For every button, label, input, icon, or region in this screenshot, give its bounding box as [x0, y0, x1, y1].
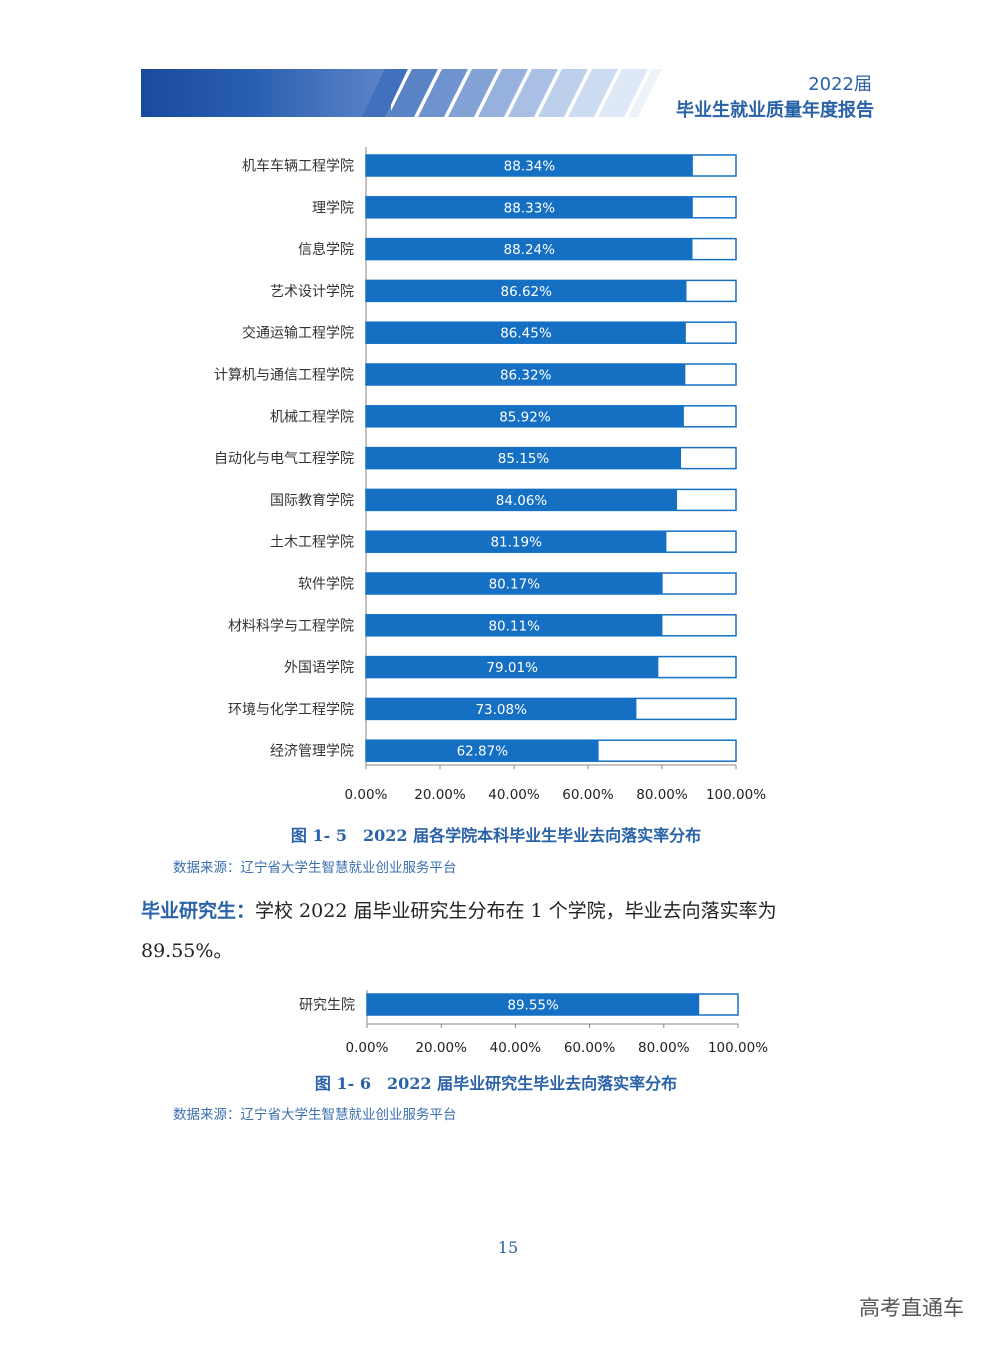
category-label: 软件学院: [298, 577, 354, 593]
graduate-placement-chart: 89.55% 研究生院 0.00% 20.00% 40.00% 60.00% 80.00% 1…: [299, 990, 768, 1056]
chart2-source: 数据来源：辽宁省大学生智慧就业创业服务平台: [173, 1107, 457, 1123]
bar-value-label: 84.06%: [496, 493, 548, 509]
bar-value-label: 80.11%: [488, 618, 540, 634]
chart1-caption: 图 1- 5 2022 届各学院本科毕业生毕业去向落实率分布: [290, 826, 702, 845]
bar: [367, 994, 700, 1015]
category-label: 理学院: [312, 200, 354, 216]
bar: [366, 447, 682, 469]
bar-value-label: 88.34%: [504, 159, 556, 175]
bar: [366, 155, 693, 176]
bar: [366, 740, 599, 762]
category-label: 艺术设计学院: [270, 284, 354, 300]
bar-value-label: 80.17%: [489, 577, 541, 593]
paragraph-text: 学校 2022 届毕业研究生分布在 1 个学院，毕业去向落实率为 89.55%。: [141, 900, 777, 962]
page-number: 15: [497, 1238, 519, 1257]
bar: [366, 322, 686, 344]
bar-value-label: 62.87%: [457, 744, 509, 760]
bar: [366, 531, 667, 553]
category-label: 机械工程学院: [270, 409, 354, 425]
report-title: 毕业生就业质量年度报告: [676, 100, 874, 121]
x-tick-label: 40.00%: [488, 787, 540, 803]
bar: [366, 573, 663, 594]
x-tick-label: 0.00%: [346, 1040, 389, 1056]
bar: [366, 698, 637, 720]
bar: [366, 364, 686, 385]
bar: [366, 196, 693, 218]
x-tick-label: 60.00%: [562, 787, 614, 803]
bar: [366, 656, 659, 678]
bar-value-label: 85.15%: [498, 451, 550, 467]
header-banner: [141, 69, 662, 117]
x-tick-label: 20.00%: [414, 787, 466, 803]
x-tick-label: 100.00%: [708, 1040, 768, 1056]
category-label: 交通运输工程学院: [242, 325, 354, 342]
bar-value-label: 73.08%: [475, 702, 527, 718]
bar: [366, 280, 687, 302]
bar: [366, 614, 663, 636]
x-tick-label: 40.00%: [490, 1040, 542, 1056]
bar: [366, 405, 684, 427]
bar-value-label: 85.92%: [499, 409, 551, 425]
report-year: 2022届: [808, 74, 872, 95]
category-label: 自动化与电气工程学院: [214, 451, 354, 467]
category-label: 外国语学院: [284, 660, 354, 676]
x-tick-label: 80.00%: [638, 1040, 690, 1056]
category-label: 土木工程学院: [270, 535, 354, 551]
category-label: 经济管理学院: [270, 744, 354, 760]
bar-value-label: 88.24%: [504, 242, 556, 258]
category-label: 信息学院: [298, 241, 354, 258]
category-label: 机车车辆工程学院: [242, 158, 354, 175]
bar-value-label: 86.45%: [500, 326, 552, 342]
category-label: 计算机与通信工程学院: [214, 368, 354, 384]
watermark: 高考直通车: [859, 1296, 964, 1320]
category-label: 国际教育学院: [270, 493, 354, 509]
chart2-caption: 图 1- 6 2022 届毕业研究生毕业去向落实率分布: [314, 1074, 678, 1093]
bar: [366, 489, 678, 511]
x-tick-label: 80.00%: [636, 787, 688, 803]
college-placement-chart: 88.34% 机车车辆工程学院 88.33% 理学院 88.24% 信息学院 86.62% 艺…: [214, 147, 766, 803]
bar-value-label: 86.32%: [500, 368, 552, 384]
bar: [366, 238, 693, 260]
category-label: 研究生院: [299, 998, 355, 1014]
x-tick-label: 100.00%: [706, 787, 766, 803]
graduate-paragraph: 毕业研究生：学校 2022 届毕业研究生分布在 1 个学院，毕业去向落实率为 8…: [141, 891, 861, 971]
bar-value-label: 88.33%: [504, 200, 556, 216]
bar-value-label: 81.19%: [490, 535, 542, 551]
bar-value-label: 79.01%: [486, 660, 538, 676]
category-label: 材料科学与工程学院: [228, 618, 354, 634]
category-label: 环境与化学工程学院: [228, 702, 354, 718]
x-tick-label: 0.00%: [345, 787, 388, 803]
bar-value-label: 86.62%: [501, 284, 553, 300]
x-tick-label: 60.00%: [564, 1040, 616, 1056]
x-tick-label: 20.00%: [415, 1040, 467, 1056]
paragraph-lead: 毕业研究生：: [141, 900, 256, 922]
bar-value-label: 89.55%: [507, 998, 559, 1014]
chart1-source: 数据来源：辽宁省大学生智慧就业创业服务平台: [173, 860, 457, 876]
